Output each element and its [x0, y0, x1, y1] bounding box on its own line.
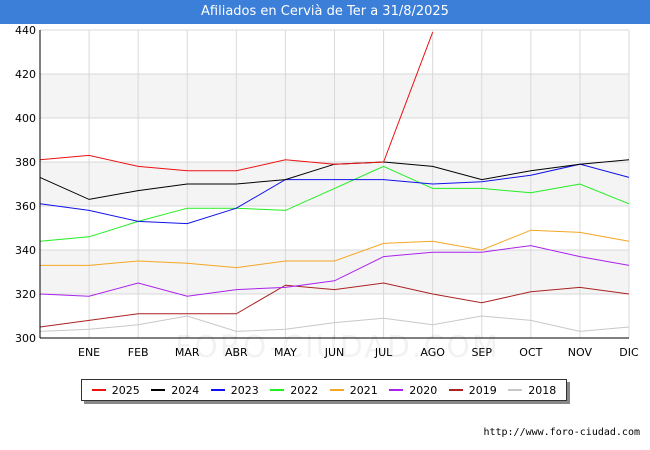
y-tick-label: 440: [15, 24, 36, 37]
legend-item-2024: 2024: [151, 384, 199, 397]
legend-swatch: [151, 389, 165, 391]
legend-item-2019: 2019: [449, 384, 497, 397]
legend-item-2018: 2018: [508, 384, 556, 397]
x-tick-label: FEB: [128, 346, 149, 359]
legend-swatch: [211, 389, 225, 391]
legend-label: 2019: [469, 384, 497, 397]
legend-item-2021: 2021: [330, 384, 378, 397]
y-tick-label: 320: [15, 288, 36, 301]
legend-label: 2018: [528, 384, 556, 397]
y-tick-label: 300: [15, 332, 36, 345]
x-tick-label: NOV: [568, 346, 593, 359]
watermark: FORO-CIUDAD.COM: [175, 330, 500, 365]
y-tick-label: 360: [15, 200, 36, 213]
legend: 2025 2024 2023 2022 2021 2020 2019 2018: [81, 379, 567, 401]
y-tick-label: 400: [15, 112, 36, 125]
legend-label: 2023: [231, 384, 259, 397]
legend-label: 2022: [290, 384, 318, 397]
legend-swatch: [389, 389, 403, 391]
legend-swatch: [449, 389, 463, 391]
y-tick-label: 420: [15, 68, 36, 81]
legend-item-2022: 2022: [270, 384, 318, 397]
legend-label: 2020: [409, 384, 437, 397]
y-axis-ticks: 300 320 340 360 380 400 420 440: [15, 24, 36, 345]
x-tick-label: ENE: [78, 346, 100, 359]
legend-label: 2021: [350, 384, 378, 397]
legend-label: 2025: [112, 384, 140, 397]
legend-swatch: [270, 389, 284, 391]
x-tick-label: OCT: [519, 346, 542, 359]
legend-item-2020: 2020: [389, 384, 437, 397]
legend-item-2025: 2025: [92, 384, 140, 397]
legend-swatch: [330, 389, 344, 391]
y-tick-label: 340: [15, 244, 36, 257]
legend-swatch: [92, 389, 106, 391]
legend-swatch: [508, 389, 522, 391]
y-tick-label: 380: [15, 156, 36, 169]
legend-item-2023: 2023: [211, 384, 259, 397]
legend-label: 2024: [171, 384, 199, 397]
x-tick-label: DIC: [619, 346, 639, 359]
source-url[interactable]: http://www.foro-ciudad.com: [483, 427, 640, 438]
